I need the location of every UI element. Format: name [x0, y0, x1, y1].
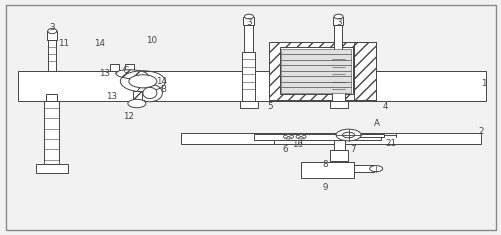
Text: 14: 14 [156, 77, 167, 86]
Bar [281, 60, 350, 65]
Circle shape [369, 166, 382, 172]
Bar [18, 71, 485, 101]
Bar [243, 17, 253, 25]
Bar [359, 134, 383, 137]
Text: 1: 1 [480, 79, 485, 88]
Bar [330, 150, 347, 161]
Bar [110, 64, 119, 71]
Bar [333, 140, 344, 150]
Text: 12: 12 [123, 112, 134, 121]
Bar [281, 49, 350, 54]
Text: 3: 3 [336, 18, 341, 27]
Circle shape [296, 134, 306, 139]
Bar [333, 17, 342, 25]
Bar [301, 162, 353, 177]
Bar [244, 24, 252, 52]
Circle shape [342, 132, 354, 138]
Bar [133, 91, 142, 100]
Bar [329, 101, 347, 108]
Bar [273, 140, 301, 144]
Bar [332, 52, 344, 101]
Ellipse shape [244, 14, 253, 19]
Bar [44, 101, 59, 164]
Bar [353, 42, 375, 100]
Bar [353, 165, 373, 172]
Text: 5: 5 [267, 102, 272, 111]
Text: 21: 21 [385, 139, 396, 148]
Text: 8: 8 [322, 160, 327, 169]
Circle shape [128, 99, 146, 108]
Bar [281, 65, 350, 71]
Text: 13: 13 [99, 69, 110, 78]
Bar [242, 52, 255, 101]
Text: 16: 16 [291, 140, 302, 149]
Bar [180, 133, 480, 144]
Text: 6: 6 [282, 145, 287, 153]
Circle shape [283, 134, 293, 139]
Text: 7: 7 [349, 145, 355, 154]
Text: 3: 3 [246, 18, 252, 27]
Bar [334, 24, 341, 52]
Ellipse shape [48, 28, 57, 34]
Text: 4: 4 [382, 102, 387, 111]
Bar [36, 164, 68, 173]
Bar [253, 134, 380, 140]
Bar [281, 54, 350, 60]
Circle shape [336, 129, 360, 141]
Ellipse shape [334, 14, 342, 19]
Bar [281, 71, 350, 76]
Text: 9: 9 [322, 183, 327, 192]
Circle shape [129, 75, 157, 88]
Text: C: C [123, 66, 129, 75]
Ellipse shape [143, 87, 157, 98]
Text: 14: 14 [94, 39, 105, 48]
Bar [125, 64, 134, 71]
Bar [281, 82, 350, 87]
Ellipse shape [137, 84, 162, 102]
Ellipse shape [116, 70, 148, 79]
Bar [239, 101, 258, 108]
Bar [46, 94, 57, 101]
Bar [47, 31, 57, 40]
Bar [279, 47, 352, 94]
Bar [281, 87, 350, 93]
Text: 2: 2 [477, 127, 483, 136]
Text: 13: 13 [106, 92, 117, 101]
Text: B: B [160, 85, 166, 94]
Text: A: A [373, 119, 379, 128]
Bar [281, 76, 350, 82]
Bar [268, 42, 375, 100]
Text: 3: 3 [49, 23, 55, 32]
Text: 10: 10 [146, 36, 157, 45]
Text: 11: 11 [58, 39, 69, 48]
Bar [48, 40, 56, 71]
